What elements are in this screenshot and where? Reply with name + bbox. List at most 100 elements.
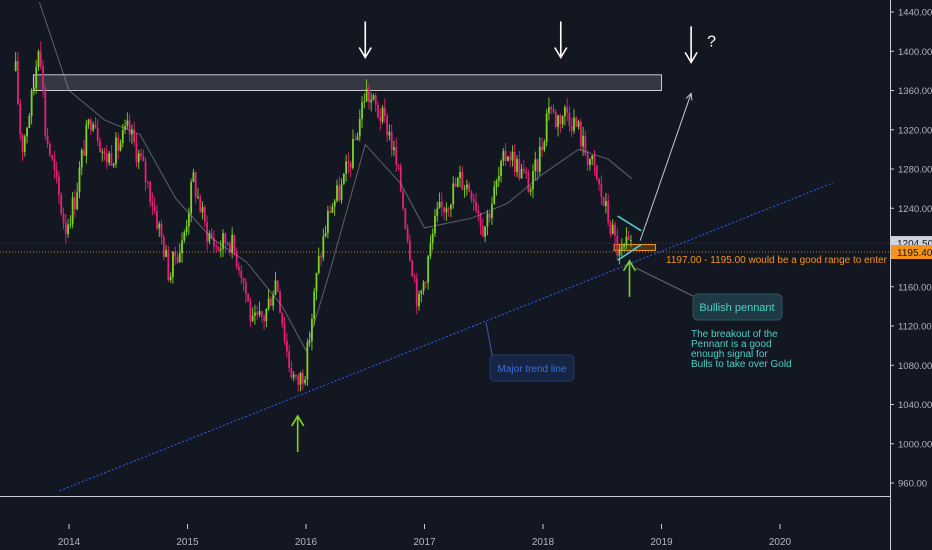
- candle-body: [21, 134, 24, 152]
- candle-body: [39, 51, 42, 67]
- candle-body: [399, 166, 402, 192]
- arrow-up-head: [622, 259, 637, 272]
- candle-body: [238, 266, 240, 271]
- candle-body: [454, 183, 457, 187]
- trend-callout-connector: [485, 321, 494, 361]
- y-tick-label: 1040.00: [898, 400, 932, 411]
- candle-body: [372, 95, 375, 100]
- candle-body: [395, 147, 398, 165]
- last-price-tag-text: 1204.50: [897, 239, 932, 250]
- candle-body: [267, 298, 270, 309]
- pennant-upper-line: [617, 215, 642, 232]
- candle-body: [162, 236, 165, 257]
- candle-body: [74, 197, 76, 210]
- candle-body: [577, 121, 580, 127]
- candle-body: [263, 316, 265, 322]
- candle-body: [265, 308, 268, 322]
- candle-body: [559, 115, 562, 125]
- candle-body: [522, 168, 525, 171]
- candle-body: [55, 169, 58, 177]
- candle-body: [317, 256, 320, 273]
- candle-body: [329, 211, 332, 213]
- candle-body: [557, 115, 559, 127]
- candle-body: [491, 204, 493, 219]
- breakout-note-line: Pennant is a good: [691, 339, 772, 350]
- candle-body: [199, 196, 202, 213]
- candle-body: [463, 188, 466, 190]
- candle-body: [431, 233, 434, 244]
- candle-body: [172, 251, 174, 277]
- zones-layer: [0, 74, 890, 253]
- candle-body: [87, 119, 90, 125]
- candle-body: [308, 340, 311, 343]
- y-tick-label: 1120.00: [898, 322, 932, 333]
- candle-body: [288, 351, 291, 368]
- candle-body: [397, 164, 400, 167]
- candle-body: [176, 256, 179, 263]
- candle-body: [333, 200, 336, 207]
- candle-body: [292, 374, 295, 378]
- candle-body: [14, 60, 17, 71]
- candle-body: [604, 201, 607, 207]
- candle-body: [137, 153, 140, 163]
- candle-body: [354, 139, 357, 141]
- bullish-pennant-callout: [692, 293, 783, 321]
- candle-body: [450, 204, 452, 210]
- candle-body: [178, 253, 181, 263]
- candle-body: [274, 280, 277, 295]
- candle-body: [477, 210, 480, 214]
- candle-body: [140, 153, 142, 157]
- candle-body: [625, 236, 628, 245]
- candle-body: [609, 222, 612, 234]
- candle-body: [121, 129, 124, 144]
- candle-body: [144, 161, 147, 182]
- candle-body: [593, 155, 596, 166]
- major-trend-callout: [489, 354, 575, 382]
- candle-body: [411, 260, 414, 277]
- pennant-lower-line: [617, 243, 642, 261]
- candle-body: [340, 184, 343, 201]
- candle-body: [299, 372, 302, 385]
- candle-body: [345, 161, 348, 174]
- x-tick-label: 2015: [176, 537, 199, 548]
- x-tick-label: 2018: [532, 537, 555, 548]
- candle-body: [495, 180, 498, 187]
- y-tick-label: 1160.00: [898, 282, 932, 293]
- candle-body: [470, 191, 473, 200]
- candle-body: [213, 238, 215, 247]
- candle-body: [101, 151, 104, 153]
- candle-body: [552, 109, 555, 113]
- candle-body: [17, 60, 19, 104]
- candle-body: [105, 153, 108, 163]
- candle-body: [149, 182, 152, 203]
- candle-body: [94, 124, 97, 128]
- candle-body: [518, 158, 521, 179]
- candle-body: [475, 201, 477, 211]
- candle-body: [324, 232, 327, 237]
- candle-body: [363, 101, 366, 103]
- candle-body: [96, 127, 99, 141]
- candle-body: [306, 342, 309, 380]
- candle-body: [586, 154, 589, 165]
- candle-body: [338, 185, 341, 201]
- candle-body: [440, 201, 443, 207]
- candle-body: [169, 276, 172, 281]
- candle-body: [582, 135, 585, 147]
- candle-body: [126, 120, 129, 126]
- candle-body: [561, 116, 564, 125]
- candle-body: [156, 210, 158, 229]
- candle-body: [516, 158, 518, 173]
- y-tick-label: 1320.00: [898, 125, 932, 136]
- candle-body: [85, 124, 88, 156]
- candle-body: [35, 67, 38, 88]
- candle-body: [436, 208, 439, 216]
- candle-body: [479, 213, 482, 226]
- arrow-down-head: [358, 47, 372, 60]
- candle-body: [249, 301, 252, 321]
- entry-zone: [613, 244, 657, 251]
- candle-body: [406, 228, 409, 241]
- candle-body: [110, 153, 113, 166]
- candle-body: [336, 185, 338, 201]
- candle-body: [290, 367, 293, 378]
